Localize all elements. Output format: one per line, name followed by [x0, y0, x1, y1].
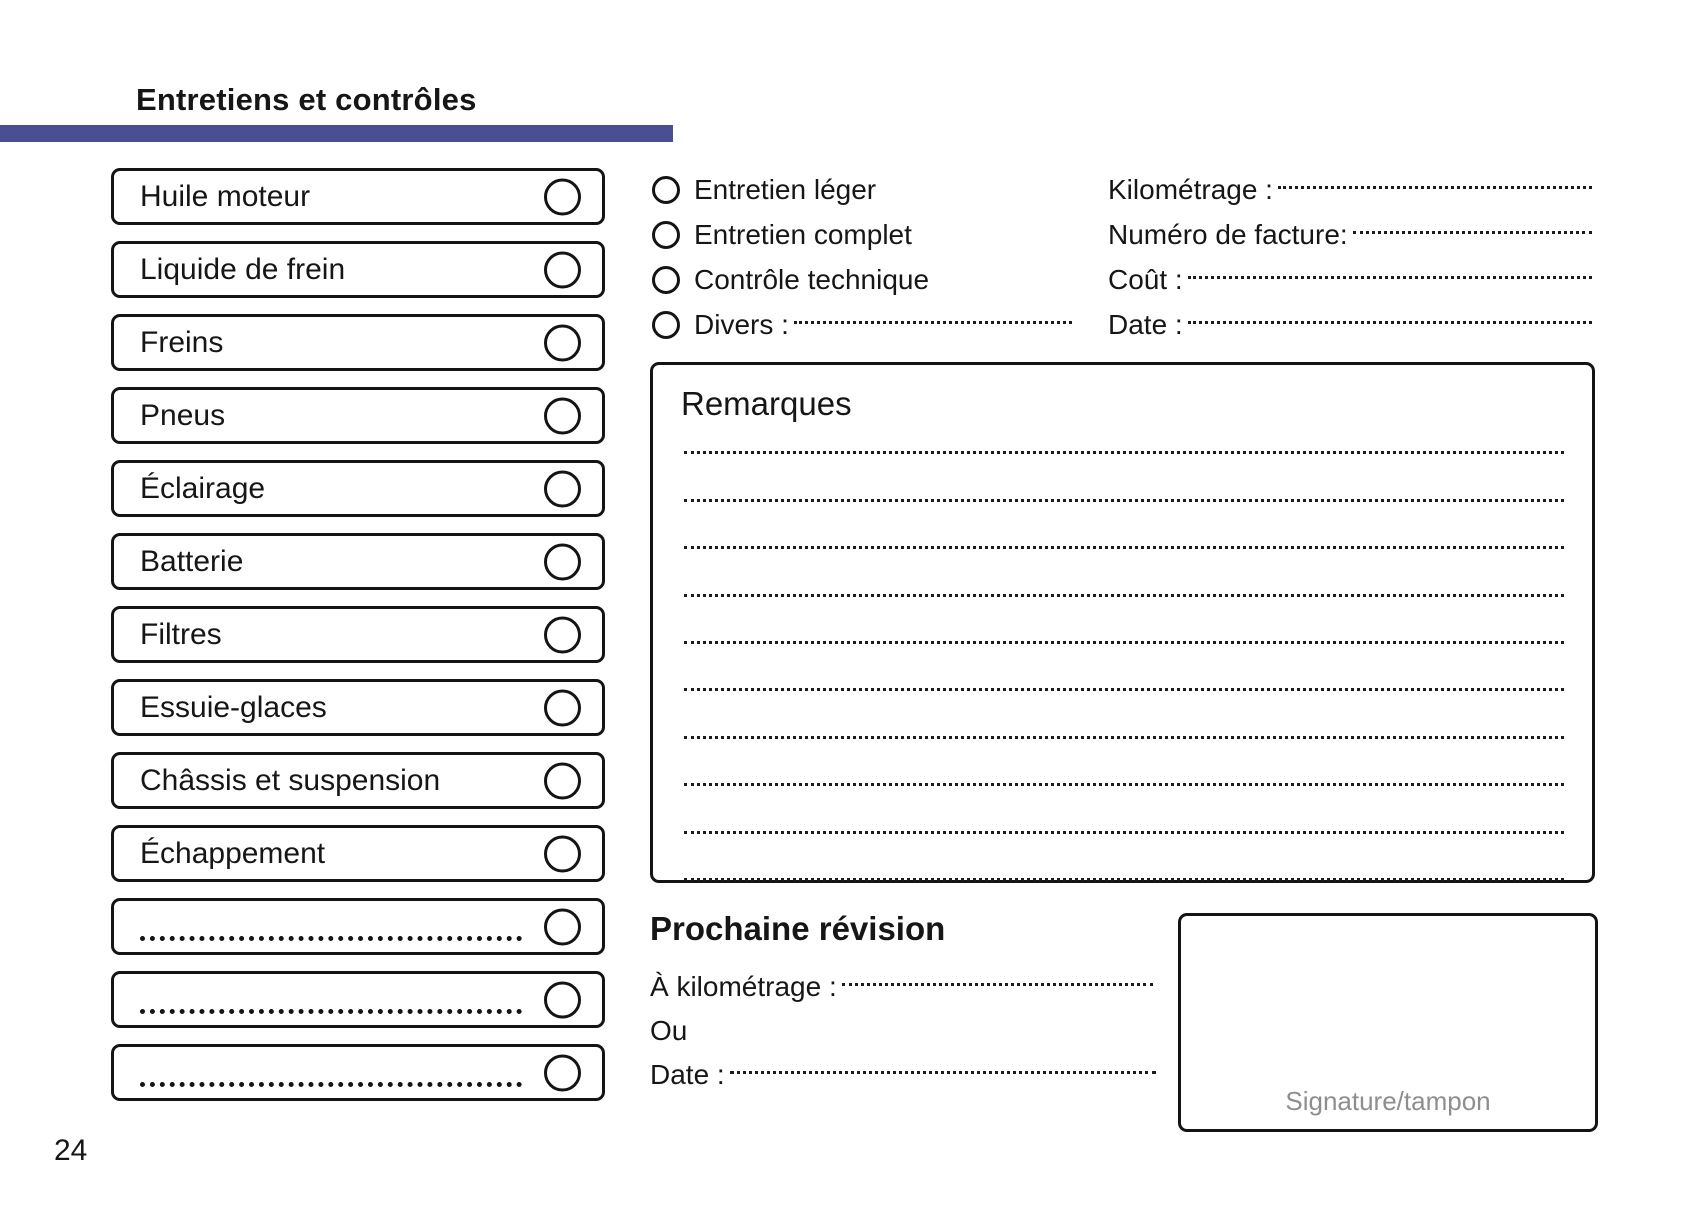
- checklist-item-blank-line[interactable]: [140, 936, 522, 941]
- divers-input-line[interactable]: [793, 321, 1072, 324]
- service-type-options: Entretien léger Entretien complet Contrô…: [652, 174, 1072, 341]
- checklist-row: Pneus: [111, 387, 605, 444]
- checklist-item-label: Filtres: [140, 617, 222, 651]
- checklist-item-label: Pneus: [140, 398, 226, 432]
- checklist-item-label: Liquide de frein: [140, 252, 346, 286]
- check-circle[interactable]: [544, 324, 581, 361]
- checklist-item-blank-line[interactable]: [140, 1009, 522, 1014]
- checklist-row: [111, 1044, 605, 1101]
- service-type-label: Entretien léger: [694, 174, 877, 205]
- next-service-km-line[interactable]: [841, 983, 1153, 986]
- divers-label: Divers :: [694, 309, 789, 340]
- checklist-item-label: Batterie: [140, 544, 244, 578]
- invoice-field-label: Coût :: [1108, 264, 1183, 295]
- signature-label: Signature/tampon: [1285, 1086, 1491, 1116]
- invoice-field-input-line[interactable]: [1277, 186, 1592, 189]
- remarks-box: Remarques: [650, 362, 1595, 883]
- remarks-write-line[interactable]: [684, 834, 1564, 881]
- remarks-write-line[interactable]: [684, 644, 1564, 692]
- invoice-field-label: Numéro de facture:: [1108, 219, 1348, 250]
- divers-row: Divers :: [652, 309, 1072, 341]
- next-service-date-label: Date :: [650, 1059, 725, 1090]
- title-accent-bar: [0, 125, 673, 142]
- checklist-row: Essuie-glaces: [111, 679, 605, 736]
- invoice-field-input-line[interactable]: [1187, 321, 1592, 324]
- check-circle[interactable]: [544, 981, 581, 1018]
- checklist-item-label: Freins: [140, 325, 224, 359]
- service-type-row: Contrôle technique: [652, 264, 1072, 296]
- checklist-row: [111, 971, 605, 1028]
- radio-circle[interactable]: [652, 221, 680, 249]
- check-circle[interactable]: [544, 470, 581, 507]
- checklist-row: Châssis et suspension: [111, 752, 605, 809]
- checklist-item-label: Châssis et suspension: [140, 763, 441, 797]
- check-circle[interactable]: [544, 1054, 581, 1091]
- remarks-write-line[interactable]: [684, 739, 1564, 787]
- invoice-field-label: Kilométrage :: [1108, 174, 1273, 205]
- check-circle[interactable]: [544, 397, 581, 434]
- next-service-km-label: À kilométrage :: [650, 971, 837, 1002]
- checklist-row: Liquide de frein: [111, 241, 605, 298]
- remarks-lines: [684, 407, 1564, 881]
- check-circle[interactable]: [544, 689, 581, 726]
- checklist-row: Échappement: [111, 825, 605, 882]
- next-service-title: Prochaine révision: [650, 910, 946, 947]
- check-circle[interactable]: [544, 178, 581, 215]
- remarks-write-line[interactable]: [684, 691, 1564, 739]
- check-circle[interactable]: [544, 616, 581, 653]
- next-service-date-row: Date :: [650, 1058, 1156, 1092]
- remarks-write-line[interactable]: [684, 597, 1564, 644]
- checklist-item-label: Essuie-glaces: [140, 690, 327, 724]
- check-circle[interactable]: [544, 835, 581, 872]
- remarks-write-line[interactable]: [684, 786, 1564, 834]
- service-type-label: Entretien complet: [694, 219, 912, 250]
- checklist-row: Freins: [111, 314, 605, 371]
- checklist-row: Filtres: [111, 606, 605, 663]
- checklist-item-label: Huile moteur: [140, 179, 311, 213]
- next-service-or-label: Ou: [650, 1015, 688, 1046]
- remarks-write-line[interactable]: [684, 549, 1564, 597]
- signature-box[interactable]: Signature/tampon: [1178, 913, 1598, 1132]
- check-circle[interactable]: [544, 762, 581, 799]
- service-type-label: Contrôle technique: [694, 264, 930, 295]
- remarks-write-line[interactable]: [684, 502, 1564, 550]
- invoice-field-row: Date :: [1108, 309, 1592, 341]
- next-service-date-line[interactable]: [729, 1071, 1156, 1074]
- checklist-item-blank-line[interactable]: [140, 1082, 522, 1087]
- checklist-row: Éclairage: [111, 460, 605, 517]
- checklist-item-label: Éclairage: [140, 471, 266, 505]
- page-title: Entretiens et contrôles: [136, 82, 477, 117]
- remarks-write-line[interactable]: [684, 454, 1564, 502]
- page-number: 24: [54, 1134, 88, 1167]
- check-circle[interactable]: [544, 908, 581, 945]
- radio-circle[interactable]: [652, 176, 680, 204]
- checklist-row: [111, 898, 605, 955]
- checklist-row: Huile moteur: [111, 168, 605, 225]
- invoice-field-row: Coût :: [1108, 264, 1592, 296]
- radio-circle[interactable]: [652, 311, 680, 339]
- check-circle[interactable]: [544, 251, 581, 288]
- remarks-title: Remarques: [681, 385, 852, 422]
- check-circle[interactable]: [544, 543, 581, 580]
- invoice-field-label: Date :: [1108, 309, 1183, 340]
- service-type-row: Entretien léger: [652, 174, 1072, 206]
- service-type-row: Entretien complet: [652, 219, 1072, 251]
- invoice-field-row: Numéro de facture:: [1108, 219, 1592, 251]
- invoice-field-input-line[interactable]: [1187, 276, 1592, 279]
- invoice-field-row: Kilométrage :: [1108, 174, 1592, 206]
- checklist-item-label: Échappement: [140, 836, 326, 870]
- checklist: Huile moteur Liquide de frein Freins Pne…: [111, 168, 605, 1101]
- invoice-fields: Kilométrage : Numéro de facture: Coût : …: [1108, 174, 1592, 341]
- remarks-write-line[interactable]: [684, 407, 1564, 455]
- checklist-row: Batterie: [111, 533, 605, 590]
- radio-circle[interactable]: [652, 266, 680, 294]
- invoice-field-input-line[interactable]: [1352, 231, 1592, 234]
- next-service-km-row: À kilométrage :: [650, 970, 1153, 1004]
